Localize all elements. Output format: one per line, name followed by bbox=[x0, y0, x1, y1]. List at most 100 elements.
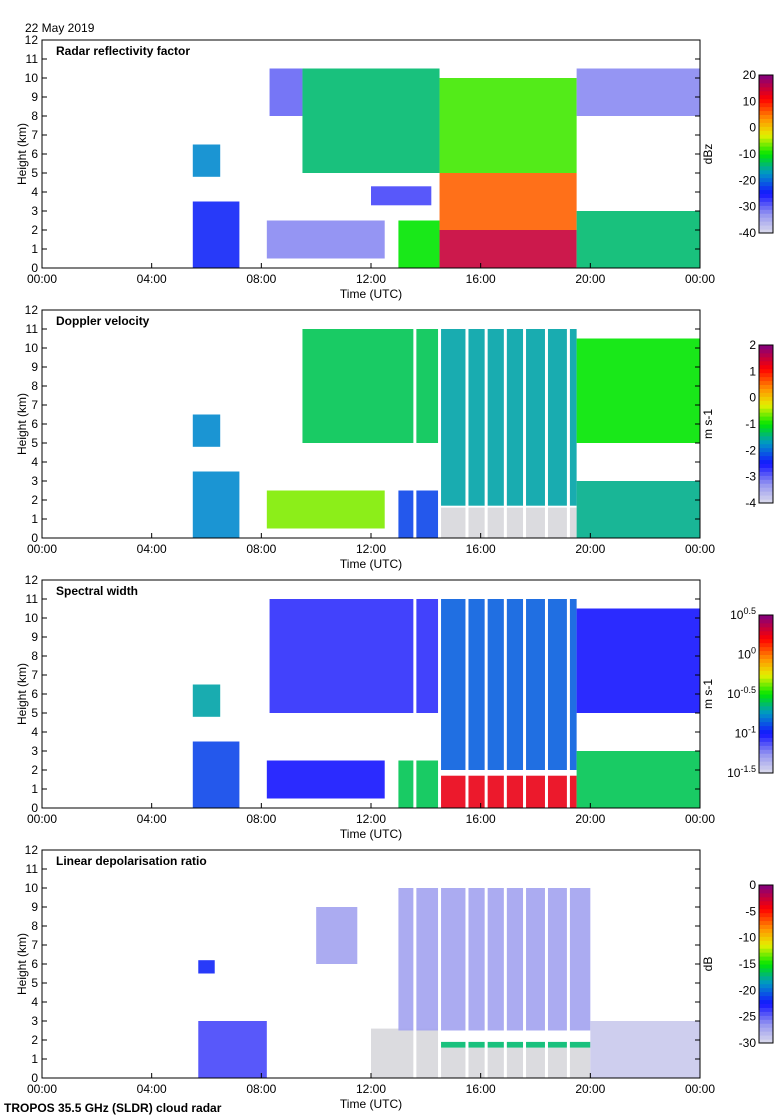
colorbar-cell bbox=[759, 733, 773, 738]
data-region bbox=[439, 78, 577, 173]
colorbar-tick-label: -25 bbox=[739, 1010, 757, 1024]
y-axis-label: Height (km) bbox=[15, 393, 29, 455]
colorbar-cell bbox=[759, 896, 773, 902]
colorbar-cell bbox=[759, 749, 773, 754]
colorbar-cell bbox=[759, 952, 773, 957]
colorbar-cell bbox=[759, 372, 773, 378]
colorbar-cell bbox=[759, 967, 773, 973]
colorbar-tick-label: -15 bbox=[739, 957, 757, 971]
data-region bbox=[371, 1028, 440, 1078]
x-tick-label: 12:00 bbox=[356, 272, 386, 286]
colorbar-cell bbox=[759, 912, 773, 918]
colorbar-cell bbox=[759, 138, 773, 143]
colorbar-cell bbox=[759, 471, 773, 476]
colorbar-cell bbox=[759, 658, 773, 663]
data-region bbox=[439, 1041, 591, 1048]
colorbar-cell bbox=[759, 729, 773, 734]
colorbar-cell bbox=[759, 630, 773, 636]
y-tick-label: 1 bbox=[31, 1052, 38, 1066]
data-region bbox=[398, 220, 440, 268]
colorbar-cell bbox=[759, 642, 773, 648]
x-axis-label: Time (UTC) bbox=[340, 1097, 402, 1111]
colorbar-cell bbox=[759, 709, 773, 715]
colorbar-cell bbox=[759, 420, 773, 425]
colorbar-cell bbox=[759, 995, 773, 1001]
data-region bbox=[192, 741, 240, 808]
data-region bbox=[371, 186, 432, 206]
colorbar-cell bbox=[759, 960, 773, 965]
data-gap bbox=[438, 850, 442, 1078]
y-tick-label: 4 bbox=[31, 455, 38, 469]
colorbar-frame bbox=[758, 884, 774, 1044]
y-tick-label: 2 bbox=[31, 763, 38, 777]
data-region bbox=[398, 760, 440, 808]
y-tick-label: 12 bbox=[25, 843, 39, 857]
data-gap bbox=[413, 580, 417, 808]
x-tick-label: 08:00 bbox=[246, 812, 276, 826]
data-region bbox=[439, 507, 577, 538]
y-tick-label: 5 bbox=[31, 166, 38, 180]
colorbar-tick-label: -20 bbox=[739, 983, 757, 997]
colorbar-tick-label: -3 bbox=[745, 470, 756, 484]
colorbar-tick-label: -10 bbox=[739, 931, 757, 945]
colorbar-cell bbox=[759, 705, 773, 711]
colorbar-cell bbox=[759, 491, 773, 496]
data-region bbox=[439, 173, 577, 230]
colorbar-tick-label: 10-1.5 bbox=[727, 764, 756, 780]
panel-title: Radar reflectivity factor bbox=[56, 44, 190, 58]
data-region bbox=[198, 960, 215, 974]
colorbar-cell bbox=[759, 701, 773, 707]
colorbar-cell bbox=[759, 888, 773, 894]
data-region bbox=[192, 684, 221, 717]
date-label: 22 May 2019 bbox=[25, 21, 95, 35]
data-gap bbox=[484, 850, 488, 1078]
data-region bbox=[590, 1021, 700, 1078]
x-tick-label: 00:00 bbox=[27, 542, 57, 556]
colorbar-cell bbox=[759, 948, 773, 953]
colorbar-cell bbox=[759, 769, 773, 774]
colorbar-cell bbox=[759, 217, 773, 222]
colorbar-cell bbox=[759, 189, 773, 194]
y-tick-label: 7 bbox=[31, 128, 38, 142]
colorbar-tick-label: 1 bbox=[749, 364, 756, 378]
y-tick-label: 6 bbox=[31, 147, 38, 161]
data-region bbox=[576, 608, 700, 713]
data-region bbox=[266, 760, 385, 799]
data-region bbox=[198, 1021, 267, 1078]
data-region bbox=[398, 490, 440, 538]
colorbar-tick-label: -1 bbox=[745, 417, 756, 431]
x-tick-label: 12:00 bbox=[356, 542, 386, 556]
colorbar-cell bbox=[759, 86, 773, 92]
colorbar-tick-label: -20 bbox=[739, 173, 757, 187]
y-tick-label: 9 bbox=[31, 360, 38, 374]
colorbar-tick-label: 10-0.5 bbox=[727, 685, 756, 701]
colorbar-cell bbox=[759, 122, 773, 127]
y-tick-label: 6 bbox=[31, 417, 38, 431]
colorbar-tick-label: 0 bbox=[749, 121, 756, 135]
colorbar-cell bbox=[759, 916, 773, 922]
data-gap bbox=[523, 580, 527, 808]
y-tick-label: 11 bbox=[26, 322, 39, 336]
x-tick-label: 16:00 bbox=[466, 272, 496, 286]
colorbar-cell bbox=[759, 920, 773, 925]
y-tick-label: 2 bbox=[31, 223, 38, 237]
colorbar-cell bbox=[759, 130, 773, 135]
data-gap bbox=[413, 850, 417, 1078]
colorbar-cell bbox=[759, 439, 773, 445]
x-tick-label: 04:00 bbox=[137, 1082, 167, 1096]
data-gap bbox=[413, 310, 417, 538]
y-tick-label: 4 bbox=[31, 725, 38, 739]
colorbar-cell bbox=[759, 106, 773, 112]
colorbar-cell bbox=[759, 626, 773, 632]
panel-1: Radar reflectivity factor012345678910111… bbox=[15, 33, 774, 301]
colorbar-cell bbox=[759, 487, 773, 492]
y-tick-label: 1 bbox=[31, 242, 38, 256]
data-gap bbox=[566, 850, 570, 1078]
colorbar-tick-label: -5 bbox=[745, 904, 756, 918]
colorbar-cell bbox=[759, 173, 773, 179]
colorbar-cell bbox=[759, 424, 773, 429]
colorbar-cell bbox=[759, 646, 773, 652]
colorbar-cell bbox=[759, 75, 773, 80]
data-gap bbox=[566, 580, 570, 808]
colorbar-cell bbox=[759, 1007, 773, 1012]
